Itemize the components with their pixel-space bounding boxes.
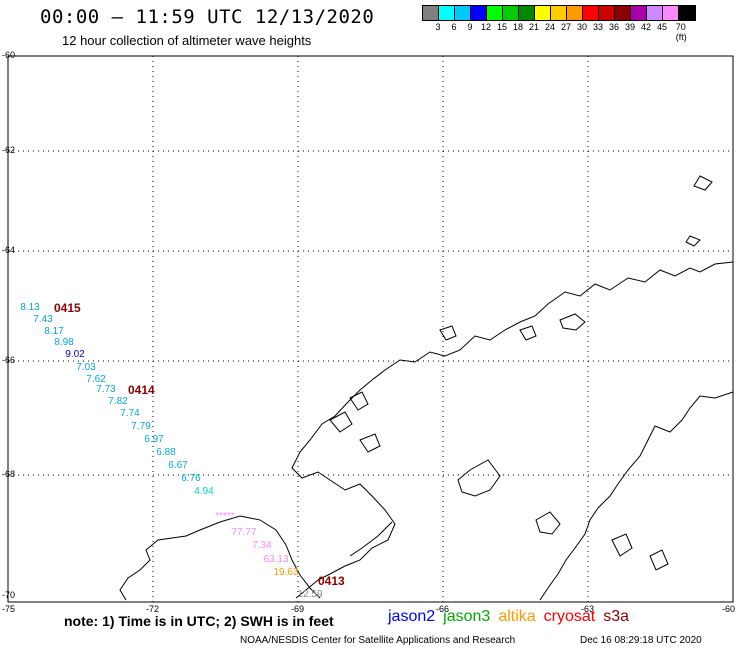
swh-value: 8.98 bbox=[54, 337, 74, 348]
longitude-label: -69 bbox=[291, 604, 305, 614]
mission-label: jason3 bbox=[443, 608, 491, 625]
latitude-label: -68 bbox=[2, 469, 16, 479]
swh-value: 7.73 bbox=[96, 384, 116, 395]
swh-value: 63.13 bbox=[263, 554, 289, 565]
color-scale-label: 33 bbox=[592, 22, 604, 32]
color-swatch bbox=[599, 6, 615, 20]
color-scale-bar bbox=[422, 5, 696, 21]
color-scale-label: 9 bbox=[467, 22, 473, 32]
swh-value: 8.13 bbox=[20, 302, 40, 313]
swh-value: 7.34 bbox=[252, 540, 272, 551]
chart-subtitle: 12 hour collection of altimeter wave hei… bbox=[62, 33, 312, 48]
color-swatch bbox=[615, 6, 631, 20]
swh-value: 7.03 bbox=[76, 362, 96, 373]
color-swatch bbox=[535, 6, 551, 20]
longitude-label: -63 bbox=[581, 604, 595, 614]
swh-value: 7.79 bbox=[131, 421, 151, 432]
color-scale-label: 24 bbox=[544, 22, 556, 32]
swh-value: 77.77 bbox=[231, 527, 257, 538]
color-scale-label: 45 bbox=[656, 22, 668, 32]
mission-label: jason2 bbox=[388, 608, 436, 625]
color-scale-label: 42 bbox=[640, 22, 652, 32]
color-swatch bbox=[439, 6, 455, 20]
swh-value: 8.17 bbox=[44, 326, 64, 337]
swh-value: 6.88 bbox=[156, 447, 176, 458]
color-scale-label: 36 bbox=[608, 22, 620, 32]
longitude-label: -66 bbox=[436, 604, 450, 614]
time-tag: 0415 bbox=[54, 301, 81, 315]
latitude-label: -64 bbox=[2, 245, 16, 255]
color-scale-label: 15 bbox=[496, 22, 508, 32]
color-swatch bbox=[519, 6, 535, 20]
mission-label: altika bbox=[498, 608, 536, 625]
time-tag: 0413 bbox=[318, 574, 345, 588]
swh-value: 19.63 bbox=[273, 567, 299, 578]
footnote: note: 1) Time is in UTC; 2) SWH is in fe… bbox=[64, 613, 334, 629]
color-scale-label: 27 bbox=[560, 22, 572, 32]
latitude-label: -66 bbox=[2, 355, 16, 365]
credit-text: NOAA/NESDIS Center for Satellite Applica… bbox=[240, 635, 516, 646]
swh-value: 6.97 bbox=[144, 434, 164, 445]
longitude-label: -60 bbox=[722, 604, 736, 614]
coastline bbox=[119, 175, 734, 601]
swh-value: ***** bbox=[215, 511, 235, 522]
color-swatch bbox=[487, 6, 503, 20]
swh-value: 6.76 bbox=[181, 473, 201, 484]
color-swatch bbox=[631, 6, 647, 20]
color-swatch bbox=[647, 6, 663, 20]
swh-value: 7.62 bbox=[86, 374, 106, 385]
color-scale-label: 39 bbox=[624, 22, 636, 32]
latitude-label: -60 bbox=[2, 50, 16, 60]
color-scale-label: 21 bbox=[528, 22, 540, 32]
chart-title: 00:00 – 11:59 UTC 12/13/2020 bbox=[40, 6, 375, 28]
color-swatch bbox=[551, 6, 567, 20]
longitude-label: -75 bbox=[2, 604, 16, 614]
swh-value: 4.94 bbox=[194, 486, 214, 497]
graticule bbox=[8, 56, 733, 602]
swh-value: 9.02 bbox=[65, 349, 85, 360]
color-swatch bbox=[679, 6, 695, 20]
latitude-label: -62 bbox=[2, 145, 16, 155]
mission-label: s3a bbox=[603, 608, 630, 625]
time-tag: 0414 bbox=[128, 383, 155, 397]
color-scale-label: 18 bbox=[512, 22, 524, 32]
longitude-label: -72 bbox=[146, 604, 160, 614]
mission-label: cryosat bbox=[543, 608, 596, 625]
swh-value: 7.43 bbox=[33, 314, 53, 325]
color-swatch bbox=[503, 6, 519, 20]
color-scale-label: 6 bbox=[451, 22, 457, 32]
swh-value: 7.82 bbox=[108, 396, 128, 407]
color-swatch bbox=[567, 6, 583, 20]
color-swatch bbox=[663, 6, 679, 20]
color-swatch bbox=[583, 6, 599, 20]
timestamp-text: Dec 16 08:29:18 UTC 2020 bbox=[580, 635, 702, 646]
color-swatch bbox=[423, 6, 439, 20]
mission-legend: jason2 jason3 altika cryosat s3a bbox=[388, 608, 637, 626]
color-scale-label: 70 (ft) bbox=[675, 22, 687, 42]
swh-value: 6.67 bbox=[168, 460, 188, 471]
color-scale-label: 30 bbox=[576, 22, 588, 32]
color-scale-label: 12 bbox=[480, 22, 492, 32]
color-scale-label: 3 bbox=[435, 22, 441, 32]
latitude-label: -70 bbox=[2, 590, 16, 600]
color-swatch bbox=[471, 6, 487, 20]
color-swatch bbox=[455, 6, 471, 20]
swh-value: 7.74 bbox=[120, 408, 140, 419]
map-frame bbox=[7, 55, 734, 603]
swh-value: 12.59 bbox=[297, 589, 323, 600]
